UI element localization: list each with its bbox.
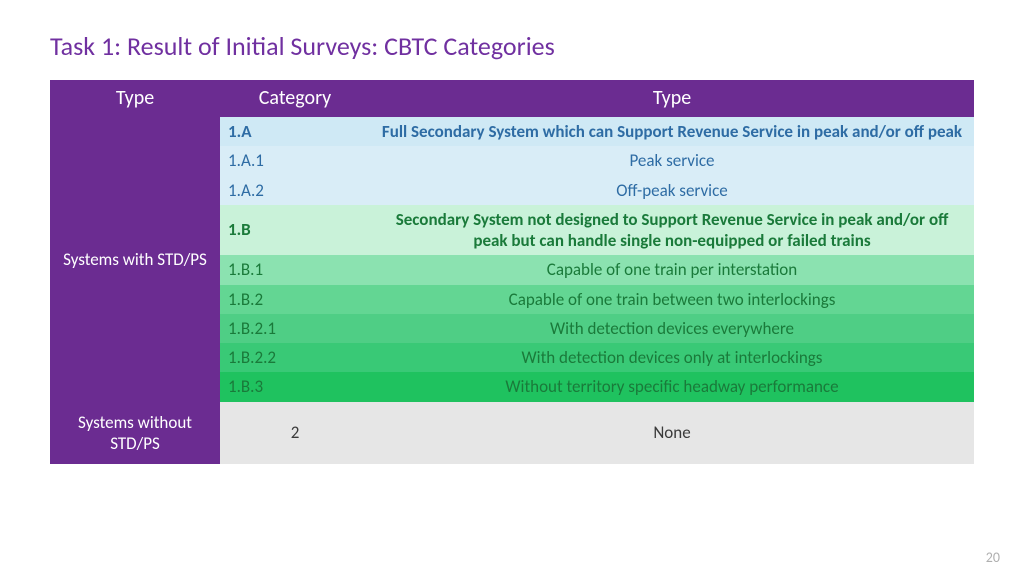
header-type2: Type (370, 80, 974, 117)
category-cell: 1.B.2 (220, 285, 370, 314)
category-cell: 1.A.1 (220, 146, 370, 175)
description-cell: Secondary System not designed to Support… (370, 205, 974, 256)
category-cell: 1.B (220, 205, 370, 256)
category-cell: 1.A.2 (220, 176, 370, 205)
description-cell: Capable of one train between two interlo… (370, 285, 974, 314)
description-cell: Without territory specific headway perfo… (370, 372, 974, 401)
header-type1: Type (50, 80, 220, 117)
category-cell: 1.A (220, 117, 370, 146)
categories-table: Type Category Type Systems with STD/PS1.… (50, 80, 974, 464)
description-cell: Capable of one train per interstation (370, 255, 974, 284)
description-cell: None (370, 402, 974, 465)
group2-label: Systems without STD/PS (50, 402, 220, 465)
table-header-row: Type Category Type (50, 80, 974, 117)
category-cell: 1.B.2.2 (220, 343, 370, 372)
table-row: Systems with STD/PS1.AFull Secondary Sys… (50, 117, 974, 146)
group1-label: Systems with STD/PS (50, 117, 220, 402)
category-cell: 2 (220, 402, 370, 465)
category-cell: 1.B.3 (220, 372, 370, 401)
header-category: Category (220, 80, 370, 117)
table-row: Systems without STD/PS2None (50, 402, 974, 465)
page-number: 20 (986, 549, 1000, 566)
description-cell: With detection devices only at interlock… (370, 343, 974, 372)
description-cell: Off-peak service (370, 176, 974, 205)
description-cell: Full Secondary System which can Support … (370, 117, 974, 146)
description-cell: With detection devices everywhere (370, 314, 974, 343)
category-cell: 1.B.2.1 (220, 314, 370, 343)
category-cell: 1.B.1 (220, 255, 370, 284)
slide-title: Task 1: Result of Initial Surveys: CBTC … (50, 30, 974, 62)
description-cell: Peak service (370, 146, 974, 175)
